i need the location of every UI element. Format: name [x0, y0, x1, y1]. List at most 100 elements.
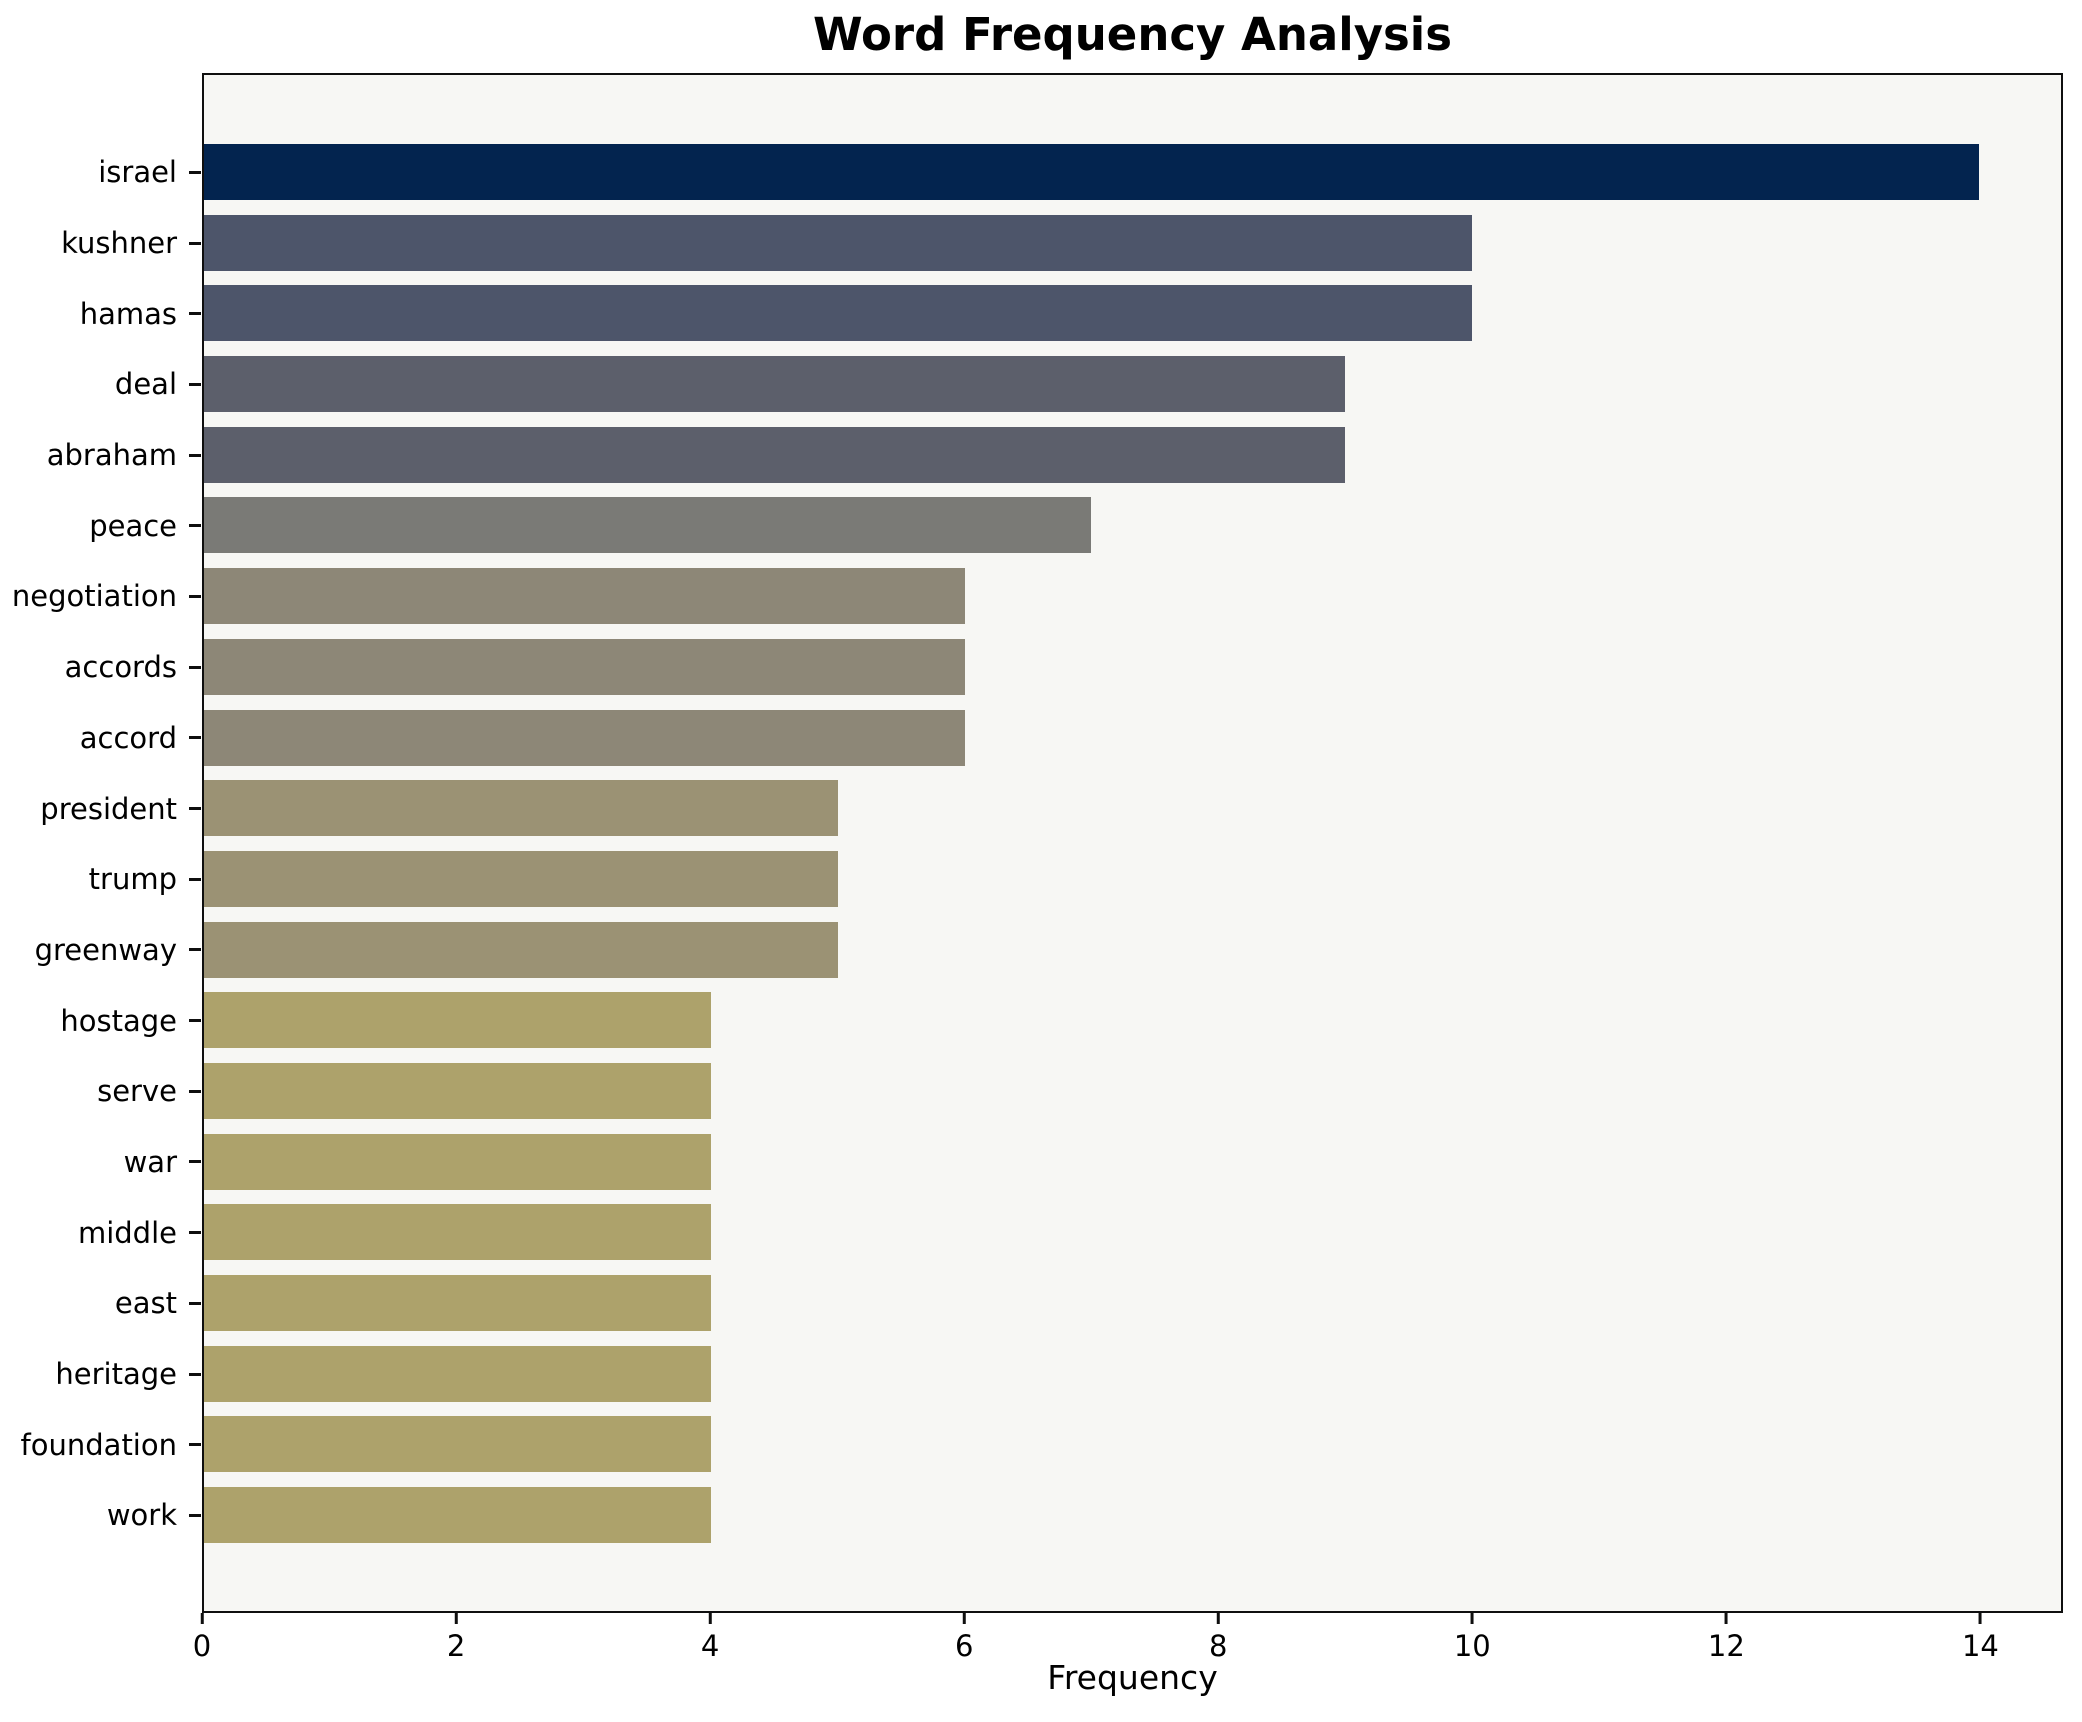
x-tick-mark: [1470, 1613, 1474, 1624]
x-tick-14: 14: [1962, 1613, 1999, 1663]
category-label-president: president: [40, 791, 177, 826]
bar-israel: [204, 144, 1979, 200]
y-tick: [189, 382, 201, 386]
bar-row-heritage: heritage: [55, 1339, 2061, 1410]
bars-area: israel kushner hamas deal abraham peace negoti…: [12, 75, 2061, 1551]
category-label-deal: deal: [114, 367, 177, 402]
y-tick: [189, 736, 201, 740]
category-label-trump: trump: [88, 862, 177, 897]
bar-row-trump: trump: [89, 844, 2061, 915]
bar-heritage: [204, 1345, 712, 1402]
bar-row-east: east: [115, 1268, 2061, 1339]
x-tick-label: 0: [192, 1629, 212, 1663]
bar-hamas: [204, 285, 1472, 342]
x-tick-10: 10: [1454, 1613, 1491, 1663]
bar-war: [204, 1133, 712, 1190]
bar-middle: [204, 1204, 712, 1261]
y-tick: [189, 312, 201, 316]
y-tick: [189, 524, 201, 528]
y-tick: [189, 594, 201, 598]
bar-foundation: [204, 1416, 712, 1473]
x-tick-6: 6: [955, 1613, 973, 1663]
plot-area: israel kushner hamas deal abraham peace negoti…: [12, 73, 2063, 1613]
bar-hostage: [204, 992, 712, 1049]
x-tick-2: 2: [447, 1613, 465, 1663]
bar-row-serve: serve: [97, 1056, 2061, 1127]
x-tick-12: 12: [1708, 1613, 1745, 1663]
bar-row-peace: peace: [89, 490, 2061, 561]
category-label-war: war: [123, 1144, 177, 1179]
bar-deal: [204, 356, 1345, 413]
bar-row-president: president: [40, 773, 2061, 844]
category-label-accords: accords: [64, 650, 177, 685]
x-tick-mark: [200, 1613, 204, 1624]
x-tick-label: 4: [700, 1629, 720, 1663]
category-label-serve: serve: [97, 1074, 177, 1109]
bar-row-israel: israel: [98, 137, 2061, 208]
bar-row-war: war: [124, 1127, 2061, 1198]
bar-trump: [204, 850, 838, 907]
y-tick: [189, 1160, 201, 1164]
y-tick: [189, 170, 201, 174]
y-tick: [189, 1513, 201, 1517]
bar-accords: [204, 638, 965, 695]
chart-title: Word Frequency Analysis: [812, 8, 1453, 61]
bar-row-accords: accords: [65, 632, 2061, 703]
category-label-hamas: hamas: [79, 296, 177, 331]
x-tick-mark: [962, 1613, 966, 1624]
x-tick-mark: [1978, 1613, 1982, 1624]
category-label-peace: peace: [89, 508, 177, 543]
bar-row-deal: deal: [115, 349, 2061, 420]
category-label-accord: accord: [79, 720, 177, 755]
category-label-negotiation: negotiation: [11, 579, 177, 614]
bar-row-hamas: hamas: [80, 278, 2061, 349]
bar-row-accord: accord: [80, 703, 2061, 774]
bar-peace: [204, 497, 1092, 554]
bar-row-hostage: hostage: [60, 985, 2061, 1056]
bar-row-foundation: foundation: [21, 1409, 2061, 1480]
bar-accord: [204, 709, 965, 766]
x-tick-label: 10: [1453, 1629, 1491, 1663]
x-axis-label: Frequency: [1047, 1658, 1218, 1697]
y-tick: [189, 948, 201, 952]
x-tick-label: 12: [1707, 1629, 1745, 1663]
category-label-kushner: kushner: [61, 226, 177, 261]
bar-row-middle: middle: [78, 1197, 2061, 1268]
y-tick: [189, 1231, 201, 1235]
category-label-abraham: abraham: [46, 438, 177, 473]
category-label-heritage: heritage: [55, 1357, 177, 1392]
category-label-hostage: hostage: [60, 1003, 177, 1038]
x-tick-mark: [1216, 1613, 1220, 1624]
x-axis: 0 2 4 6 8 10 12 14: [193, 1613, 2063, 1683]
category-label-east: east: [114, 1286, 177, 1321]
y-tick: [189, 1089, 201, 1093]
bar-work: [204, 1487, 712, 1544]
bar-row-work: work: [107, 1480, 2061, 1551]
bar-negotiation: [204, 568, 965, 625]
category-label-israel: israel: [98, 155, 177, 190]
category-label-work: work: [106, 1498, 177, 1533]
x-tick-0: 0: [193, 1613, 211, 1663]
category-label-middle: middle: [77, 1215, 177, 1250]
bar-row-kushner: kushner: [61, 208, 2061, 279]
y-tick: [189, 1301, 201, 1305]
x-tick-4: 4: [701, 1613, 719, 1663]
y-tick: [189, 665, 201, 669]
y-tick: [189, 807, 201, 811]
y-tick: [189, 1443, 201, 1447]
x-tick-label: 14: [1961, 1629, 1999, 1663]
bar-greenway: [204, 921, 838, 978]
x-tick-mark: [708, 1613, 712, 1624]
bar-president: [204, 780, 838, 837]
bar-row-abraham: abraham: [47, 420, 2061, 491]
y-tick: [189, 877, 201, 881]
bar-east: [204, 1275, 712, 1331]
y-tick: [189, 453, 201, 457]
bar-abraham: [204, 426, 1345, 483]
bar-row-negotiation: negotiation: [12, 561, 2061, 632]
category-label-greenway: greenway: [34, 932, 177, 967]
x-tick-label: 2: [446, 1629, 466, 1663]
x-tick-label: 6: [954, 1629, 974, 1663]
x-tick-mark: [454, 1613, 458, 1624]
